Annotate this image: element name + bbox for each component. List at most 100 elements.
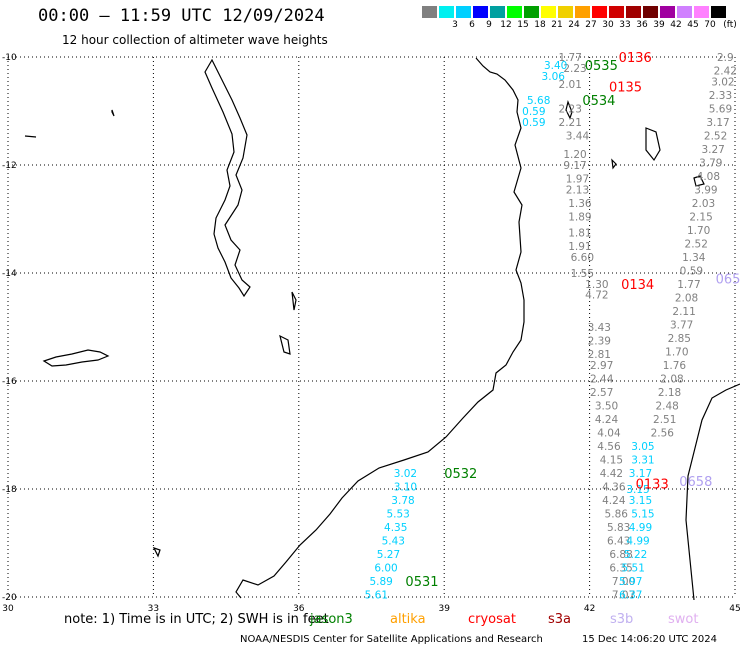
satellite-legend-s3a: s3a [548, 612, 572, 627]
africa-coastline [235, 57, 525, 599]
swh-value: 1.89 [568, 211, 591, 223]
madagascar-coast [685, 383, 740, 601]
islet-left [152, 546, 161, 558]
swh-value: 3.44 [566, 130, 590, 142]
swh-value: 4.99 [626, 535, 649, 547]
colorbar-label: 18 [534, 20, 546, 30]
colorbar-swatch [558, 6, 574, 18]
swh-value: 2.44 [590, 373, 614, 385]
colorbar-unit: (ft) [723, 20, 737, 30]
swh-value: 2.85 [668, 333, 691, 345]
swh-value: 5.86 [605, 508, 629, 520]
colorbar-swatch [575, 6, 591, 18]
satellite-legend-swot: swot [668, 612, 699, 627]
swh-value: 4.24 [595, 414, 619, 426]
swh-value: 2.13 [566, 184, 589, 196]
colorbar-swatch [473, 6, 489, 18]
swh-value: 3.99 [694, 184, 717, 196]
colorbar-label: 33 [619, 20, 631, 30]
swh-value: 5.43 [382, 535, 405, 547]
swh-value: 2.11 [672, 306, 695, 318]
swh-value: 3.17 [629, 468, 652, 480]
colorbar-swatch [694, 6, 710, 18]
colorbar-swatch [626, 6, 642, 18]
swh-value: 3.02 [394, 468, 417, 480]
swh-value: 1.36 [568, 198, 592, 210]
swh-value: 1.91 [568, 241, 591, 253]
swh-value: 5.53 [386, 508, 409, 520]
swh-value: 2.08 [660, 373, 683, 385]
colorbar-swatch [592, 6, 608, 18]
swh-value: 2.23 [563, 63, 586, 75]
anjouan [611, 158, 617, 170]
swh-value: 4.08 [697, 171, 720, 183]
map-subtitle: 12 hour collection of altimeter wave hei… [62, 33, 328, 47]
swh-value: 5.27 [377, 549, 400, 561]
swh-value: 1.81 [568, 228, 591, 240]
colorbar-label: 39 [653, 20, 665, 30]
track-swot-065: 2.92.423.022.335.693.172.523.273.794.083… [651, 52, 737, 439]
lake-malawi [204, 58, 251, 298]
colorbar-swatch [660, 6, 676, 18]
islet [645, 127, 661, 162]
swh-value: 3.06 [542, 71, 566, 83]
swh-value: 6.60 [571, 252, 594, 264]
colorbar-swatch [677, 6, 693, 18]
swh-value: 2.56 [651, 427, 675, 439]
swh-value: 2.57 [590, 387, 613, 399]
track-jason-0534: 5.680.590.59 [522, 95, 550, 129]
swh-value: 2.15 [689, 211, 712, 223]
pass-number-label: 0136 [619, 51, 652, 66]
track-jason-0535: 3.403.06 [542, 60, 568, 83]
colorbar-swatch [456, 6, 472, 18]
swh-value: 1.34 [682, 252, 706, 264]
colorbar-label: 15 [517, 20, 529, 30]
swh-value: 7.00 [612, 576, 635, 588]
pass-number-label: 0658 [679, 475, 712, 490]
colorbar-label: 9 [486, 20, 492, 30]
lat-tick-label: -14 [2, 269, 17, 279]
pass-number-label: 065 [716, 272, 740, 287]
swh-value: 2.42 [714, 66, 737, 78]
swh-value: 3.17 [706, 117, 729, 129]
satellite-legend-s3b: s3b [610, 612, 634, 627]
swh-value: 2.48 [655, 400, 678, 412]
swh-value: 3.27 [701, 144, 724, 156]
colorbar-swatch [541, 6, 557, 18]
axis-tick-labels: 30 33 36 39 42 45 -10 -12 -14 -16 -18 -20 [2, 53, 740, 614]
swh-value: 3.15 [629, 495, 652, 507]
swh-value: 2.18 [658, 387, 681, 399]
swh-value: 7.07 [612, 589, 635, 601]
swh-value: 5.89 [369, 576, 392, 588]
colorbar-swatch [643, 6, 659, 18]
swh-value: 3.79 [699, 157, 722, 169]
pass-number-label: 0534 [582, 94, 615, 109]
lake-bangweulu [42, 349, 110, 367]
lon-tick-label: 45 [729, 604, 740, 614]
swh-value: 1.30 [585, 279, 608, 291]
track-cryosat-0133: 3.053.313.173.153.155.154.994.995.225.51… [619, 441, 655, 602]
swh-value: 4.99 [629, 522, 652, 534]
swh-value: 4.04 [597, 427, 621, 439]
swh-value: 2.97 [590, 360, 613, 372]
grande-comore [565, 100, 573, 120]
islet-left [111, 109, 115, 117]
lake-small [279, 334, 291, 355]
swh-value: 2.01 [559, 79, 582, 91]
swh-value: 4.36 [602, 481, 626, 493]
swh-value: 6.37 [619, 589, 642, 601]
map-title: 00:00 — 11:59 UTC 12/09/2024 [38, 6, 325, 26]
islet-left [24, 135, 37, 138]
altimeter-tracks: 1.772.232.012.232.213.441.209.171.972.13… [365, 52, 737, 601]
lon-tick-label: 33 [148, 604, 159, 614]
swh-value: 2.9 [717, 52, 734, 64]
swh-value: 0.59 [680, 265, 703, 277]
colorbar-swatch [609, 6, 625, 18]
swh-value: 2.33 [709, 90, 732, 102]
small-lake [291, 291, 297, 311]
swh-value: 2.39 [588, 336, 611, 348]
swh-value: 3.31 [631, 454, 654, 466]
swh-value: 4.72 [585, 290, 608, 302]
pass-number-label: 0133 [636, 478, 669, 493]
